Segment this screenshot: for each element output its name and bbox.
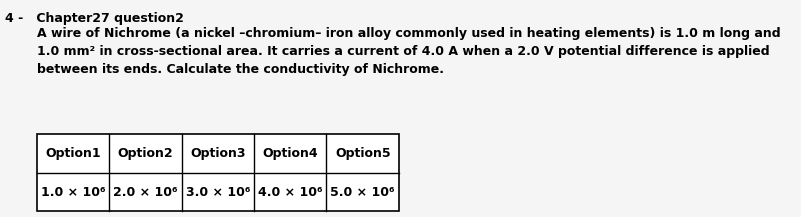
Text: Option1: Option1 xyxy=(45,147,101,160)
Text: Option5: Option5 xyxy=(335,147,391,160)
Text: Option3: Option3 xyxy=(190,147,246,160)
Text: 4 -   Chapter27 question2: 4 - Chapter27 question2 xyxy=(5,12,183,25)
FancyBboxPatch shape xyxy=(37,134,399,211)
Text: Option2: Option2 xyxy=(118,147,173,160)
Text: 3.0 × 10⁶: 3.0 × 10⁶ xyxy=(186,186,250,199)
Text: 1.0 × 10⁶: 1.0 × 10⁶ xyxy=(41,186,105,199)
Text: A wire of Nichrome (a nickel –chromium– iron alloy commonly used in heating elem: A wire of Nichrome (a nickel –chromium– … xyxy=(37,27,780,76)
Text: 5.0 × 10⁶: 5.0 × 10⁶ xyxy=(331,186,395,199)
Text: Option4: Option4 xyxy=(263,147,318,160)
Text: 4.0 × 10⁶: 4.0 × 10⁶ xyxy=(258,186,323,199)
Text: 2.0 × 10⁶: 2.0 × 10⁶ xyxy=(113,186,178,199)
